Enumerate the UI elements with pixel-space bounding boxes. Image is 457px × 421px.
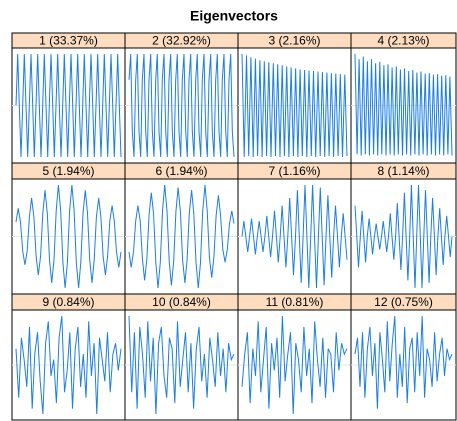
strip-label: 1 (33.37%) — [39, 34, 98, 48]
eigenvector-line — [128, 53, 235, 158]
eigenvector-line — [354, 315, 453, 409]
eigenvector-line — [128, 315, 235, 415]
eigenvector-line — [241, 53, 348, 158]
strip-label: 8 (1.14%) — [377, 164, 429, 178]
strip-label: 9 (0.84%) — [42, 295, 94, 309]
strip-label: 12 (0.75%) — [374, 295, 433, 309]
strip-label: 6 (1.94%) — [155, 164, 207, 178]
eigenvector-line — [241, 315, 348, 415]
strip-label: 4 (2.13%) — [377, 34, 429, 48]
eigenvector-line — [241, 184, 348, 289]
eigenvector-line — [15, 53, 122, 158]
strip-label: 3 (2.16%) — [268, 34, 320, 48]
eigenvector-line — [354, 53, 453, 156]
eigenvector-line — [15, 315, 122, 415]
strip-label: 7 (1.16%) — [268, 164, 320, 178]
eigenvector-line — [15, 184, 122, 289]
eigenvector-line — [354, 184, 453, 289]
strip-label: 11 (0.81%) — [266, 295, 324, 309]
eigenvector-line — [128, 184, 235, 289]
strip-label: 2 (32.92%) — [152, 34, 211, 48]
strip-label: 5 (1.94%) — [42, 164, 94, 178]
strip-label: 10 (0.84%) — [152, 295, 211, 309]
chart-title: Eigenvectors — [190, 8, 278, 24]
